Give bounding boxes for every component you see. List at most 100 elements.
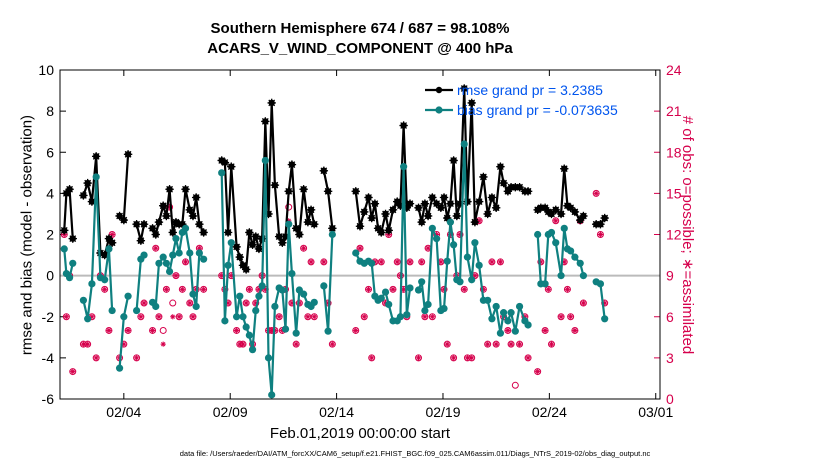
bias-point [242, 323, 250, 331]
y-right-tick-label: 12 [666, 227, 682, 243]
rmse-point [303, 217, 313, 227]
rmse-point [515, 183, 524, 192]
rmse-point-stroke [172, 218, 180, 226]
y-tick-label: 4 [46, 185, 54, 201]
obs-possible-point [504, 326, 512, 334]
rmse-point [139, 220, 149, 229]
rmse-point [405, 199, 415, 208]
obs-possible-point [242, 299, 250, 307]
obs-assimilated-point [419, 259, 425, 265]
rmse-point-stroke [182, 185, 189, 193]
rmse-point [178, 220, 187, 229]
rmse-point [162, 211, 171, 221]
obs-assimilated-point [568, 314, 574, 320]
bias-point [281, 325, 290, 333]
rmse-point [487, 193, 497, 202]
rmse-point-stroke [221, 159, 229, 166]
obs-assimilated-stroke [176, 314, 182, 319]
obs-possible-point [389, 285, 397, 293]
obs-assimilated-stroke [125, 328, 131, 333]
obs-assimilated-point [141, 300, 147, 306]
obs-possible-point [492, 340, 500, 348]
obs-possible-point [567, 313, 575, 321]
rmse-point-stroke [601, 214, 609, 222]
bias-point [500, 309, 508, 317]
bias-point [92, 173, 100, 181]
obs-possible-point [516, 340, 524, 348]
obs-possible-point [443, 340, 451, 348]
rmse-point-stroke [447, 200, 454, 208]
obs-possible-point [292, 340, 300, 348]
obs-assimilated-point [70, 368, 76, 375]
obs-assimilated-stroke [438, 259, 444, 265]
rmse-point-stroke [524, 187, 532, 195]
rmse-point [367, 213, 376, 223]
obs-possible-point [557, 313, 565, 321]
obs-assimilated-point [353, 327, 359, 334]
obs-possible-point [356, 244, 364, 252]
rmse-point [295, 230, 304, 239]
obs-possible-point [105, 326, 113, 334]
rmse-point [388, 205, 398, 215]
bias-point [120, 313, 128, 321]
rmse-point [579, 211, 588, 221]
rmse-point-stroke [236, 253, 244, 261]
obs-possible-point [484, 340, 492, 348]
obs-possible-point [155, 313, 163, 321]
bias-point [406, 284, 414, 292]
obs-possible-point [328, 340, 336, 348]
obs-assimilated-point [85, 341, 91, 347]
rmse-point-stroke [557, 210, 565, 218]
obs-assimilated-point [301, 245, 307, 251]
obs-assimilated-stroke [161, 341, 166, 347]
rmse-point [91, 152, 101, 161]
bias-point [488, 315, 496, 323]
bias-point [324, 327, 332, 335]
obs-assimilated-point [365, 286, 372, 292]
bias-point [115, 364, 124, 372]
rmse-point [154, 217, 164, 227]
obs-possible-point [320, 258, 328, 266]
obs-possible-point [101, 285, 109, 293]
bias-point [224, 261, 232, 269]
obs-assimilated-stroke [243, 300, 249, 306]
rmse-point [158, 201, 168, 210]
obs-assimilated-stroke [121, 341, 127, 347]
bias-point [227, 239, 235, 247]
obs-assimilated-stroke [525, 355, 531, 361]
obs-possible-point [233, 326, 241, 334]
bias-series-line [82, 175, 114, 320]
bias-point [278, 286, 286, 294]
obs-assimilated-point [558, 314, 564, 320]
obs-assimilated-point [525, 355, 531, 361]
obs-possible-point [418, 258, 426, 266]
obs-assimilated-point [542, 327, 548, 334]
obs-possible-point [62, 313, 70, 321]
rmse-point-stroke [60, 226, 68, 234]
bias-point [162, 259, 170, 267]
obs-assimilated-stroke [312, 314, 317, 319]
bias-point [101, 276, 109, 284]
obs-assimilated-point [176, 314, 182, 320]
rmse-point [384, 226, 393, 235]
y-tick-label: 8 [46, 103, 54, 119]
rmse-point-stroke [285, 187, 293, 195]
rmse-point [483, 209, 492, 219]
rmse-point [248, 240, 257, 249]
y-right-tick-label: 6 [666, 309, 674, 325]
obs-assimilated-point [246, 286, 252, 292]
obs-assimilated-stroke [134, 355, 139, 361]
obs-assimilated-stroke [353, 328, 358, 333]
x-axis-label: Feb.01,2019 00:00:00 start [269, 425, 451, 442]
obs-assimilated-point [394, 259, 400, 265]
legend-label: bias grand pr = -0.073635 [457, 102, 618, 118]
obs-assimilated-stroke [546, 287, 551, 292]
rmse-point [399, 121, 408, 130]
obs-assimilated-point [201, 286, 207, 292]
obs-possible-point [377, 258, 385, 266]
rmse-point [370, 199, 380, 208]
rmse-point-stroke [261, 118, 269, 125]
rmse-point-stroke [471, 218, 479, 226]
legend: rmse grand pr = 3.2385 bias grand pr = -0… [425, 82, 618, 118]
rmse-point-stroke [541, 204, 549, 212]
